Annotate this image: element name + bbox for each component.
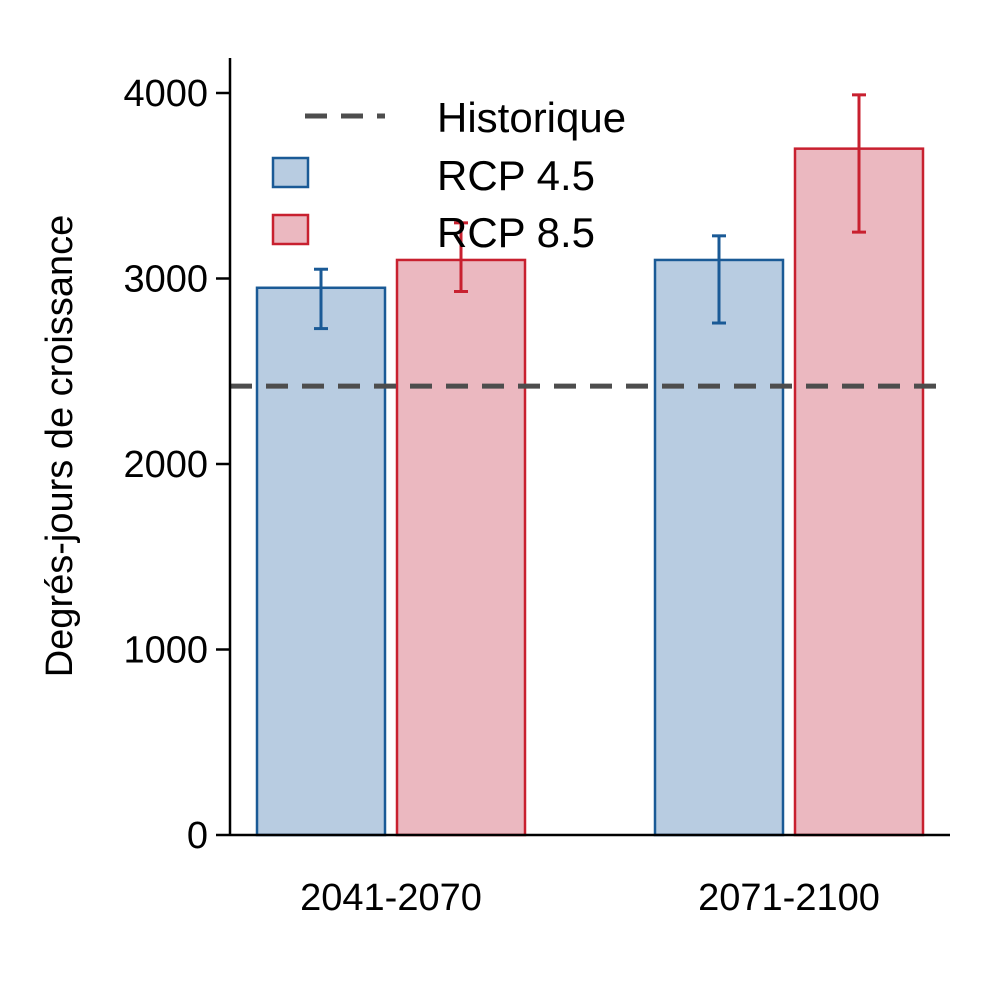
legend-label-historique: Historique xyxy=(437,94,626,141)
bar-rcp45-2071-2100 xyxy=(653,258,785,837)
x-tick-label-2071-2100: 2071-2100 xyxy=(698,877,880,919)
x-tick-label-2041-2070: 2041-2070 xyxy=(300,877,482,919)
plot-area xyxy=(230,93,950,837)
legend-label-rcp45: RCP 4.5 xyxy=(437,152,595,199)
error-bar-rcp45-2041-2070 xyxy=(314,267,328,331)
y-tick-label-0: 0 xyxy=(187,815,208,857)
error-bar-rcp45-2071-2100 xyxy=(712,234,726,325)
bar-rcp45-2041-2070 xyxy=(255,286,387,837)
bar-rcp85-2071-2100 xyxy=(793,147,925,837)
error-bar-rcp85-2041-2070 xyxy=(454,221,468,293)
legend-swatch-rcp85 xyxy=(271,213,310,246)
y-ticks: 0 1000 2000 3000 4000 xyxy=(123,73,230,857)
error-bar-rcp85-2071-2100 xyxy=(852,93,866,234)
y-axis-title: Degrés-jours de croissance xyxy=(39,215,81,678)
x-tick-labels: 2041-2070 2071-2100 xyxy=(300,877,880,919)
y-tick-label-4000: 4000 xyxy=(123,73,208,115)
y-tick-label-2000: 2000 xyxy=(123,444,208,486)
axes xyxy=(228,58,950,837)
legend-label-rcp85: RCP 8.5 xyxy=(437,209,595,256)
bar-rcp85-2041-2070 xyxy=(395,258,527,837)
y-tick-label-3000: 3000 xyxy=(123,259,208,301)
y-tick-label-1000: 1000 xyxy=(123,630,208,672)
legend-swatch-rcp45 xyxy=(271,156,310,189)
legend: Historique RCP 4.5 RCP 8.5 xyxy=(271,94,626,256)
